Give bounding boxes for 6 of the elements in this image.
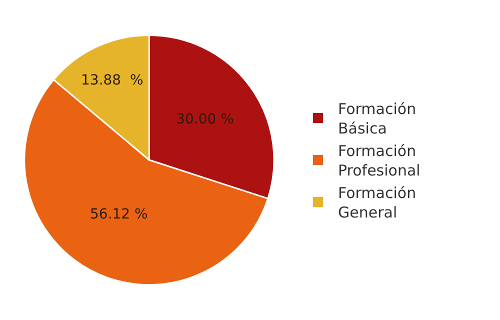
legend-label: Formación Básica: [338, 100, 416, 138]
data-label: 30.00 %: [176, 111, 234, 128]
data-label: 56.12 %: [90, 206, 148, 223]
legend-label: Formación Profesional: [338, 142, 420, 180]
legend-label: Formación General: [338, 184, 416, 222]
data-label: 13.88 %: [80, 72, 144, 88]
